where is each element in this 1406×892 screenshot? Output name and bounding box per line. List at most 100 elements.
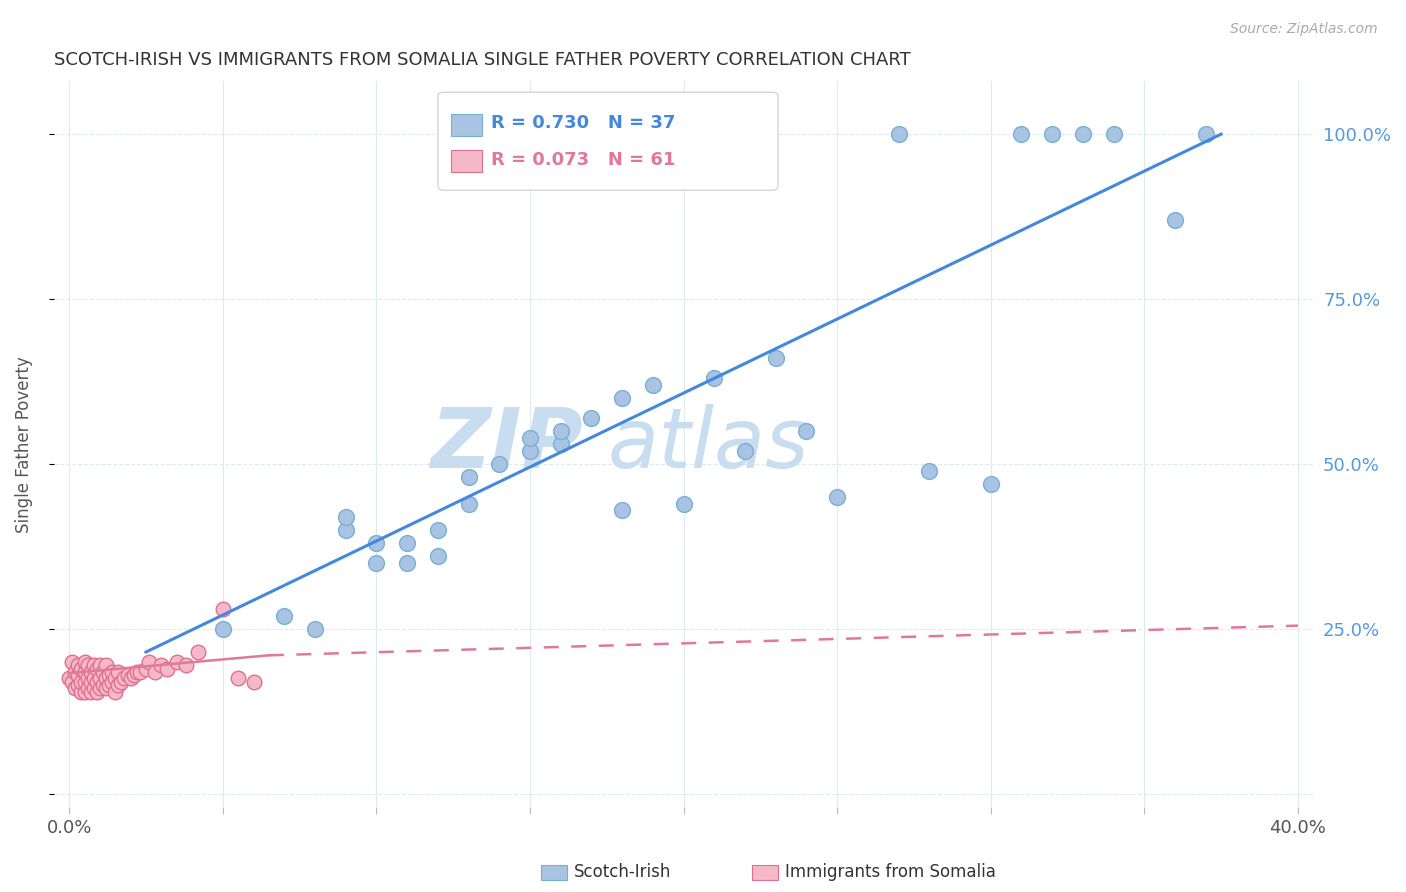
Point [366,556,388,570]
Point [76,681,98,696]
Point [86,684,108,698]
Point [174,658,197,673]
Point [83,672,105,686]
Point [73,674,96,689]
Point [114,672,136,686]
Point [610,391,633,405]
Point [550,424,572,438]
Point [138,655,160,669]
Point [765,351,787,366]
Point [110,674,132,689]
Point [80,665,103,679]
Point [918,464,941,478]
Point [734,443,756,458]
Point [86,674,108,689]
Point [60,674,83,689]
Point [67,658,90,673]
Point [65,665,87,679]
Point [76,658,98,673]
Point [796,424,818,438]
Point [887,127,910,141]
Point [825,490,848,504]
Point [104,684,127,698]
Point [89,658,111,673]
Point [120,672,142,686]
Point [80,674,103,689]
Text: R = 0.730   N = 37: R = 0.730 N = 37 [491,114,675,132]
Point [107,665,129,679]
Point [122,668,145,682]
Point [89,672,111,686]
Point [70,684,93,698]
Point [980,476,1002,491]
Point [107,678,129,692]
Point [91,665,114,679]
Point [1040,127,1063,141]
Point [519,443,541,458]
Point [101,674,124,689]
Point [335,509,357,524]
Point [94,658,117,673]
Point [1102,127,1125,141]
Point [150,658,173,673]
Point [581,410,603,425]
Point [703,371,725,385]
Text: Source: ZipAtlas.com: Source: ZipAtlas.com [1230,22,1378,37]
Point [457,470,479,484]
Point [67,668,90,682]
Point [98,668,121,682]
Point [94,681,117,696]
Point [65,681,87,696]
Point [211,622,233,636]
Point [187,645,209,659]
Point [396,556,419,570]
Point [1195,127,1218,141]
Text: atlas: atlas [607,404,810,484]
Point [89,681,111,696]
Point [488,457,510,471]
Point [80,684,103,698]
Point [226,672,249,686]
Text: ZIP: ZIP [430,404,583,484]
Point [73,684,96,698]
Point [610,503,633,517]
Point [70,661,93,675]
Point [91,678,114,692]
Point [641,377,664,392]
Point [166,655,188,669]
Point [58,672,80,686]
Point [457,497,479,511]
Text: R = 0.073   N = 61: R = 0.073 N = 61 [491,151,675,169]
Point [73,665,96,679]
Point [1164,213,1187,227]
Point [76,672,98,686]
Point [135,661,157,675]
Point [426,523,449,537]
Point [550,437,572,451]
Point [101,665,124,679]
Point [396,536,419,550]
Point [70,674,93,689]
Y-axis label: Single Father Poverty: Single Father Poverty [15,356,32,533]
Point [128,665,150,679]
Point [1010,127,1032,141]
Point [98,678,121,692]
Point [1071,127,1094,141]
FancyBboxPatch shape [450,150,482,172]
Point [519,431,541,445]
Point [117,668,139,682]
Point [73,655,96,669]
Point [60,655,83,669]
FancyBboxPatch shape [437,92,778,190]
Point [125,665,148,679]
Point [83,658,105,673]
Text: SCOTCH-IRISH VS IMMIGRANTS FROM SOMALIA SINGLE FATHER POVERTY CORRELATION CHART: SCOTCH-IRISH VS IMMIGRANTS FROM SOMALIA … [53,51,911,69]
Point [242,674,264,689]
Point [273,608,295,623]
Point [335,523,357,537]
Text: Scotch-Irish: Scotch-Irish [574,863,671,881]
Point [67,678,90,692]
FancyBboxPatch shape [450,114,482,136]
Point [426,549,449,564]
Point [104,672,127,686]
